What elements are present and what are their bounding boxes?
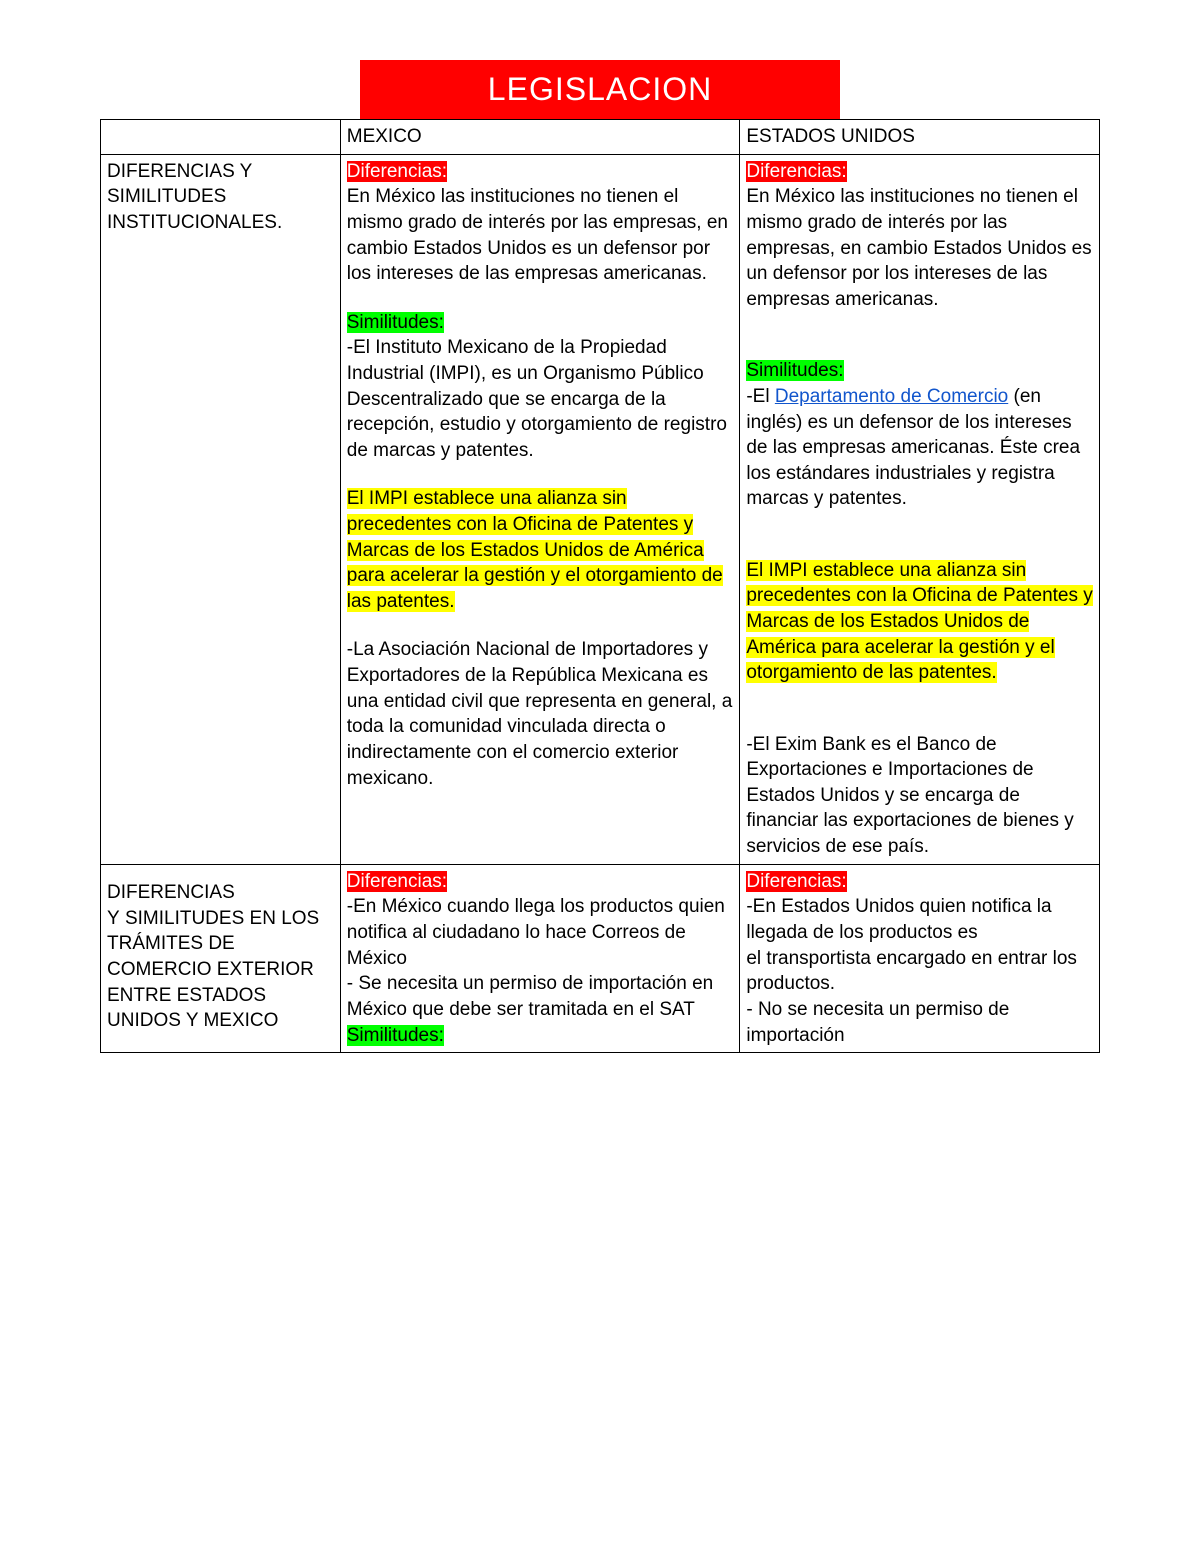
us-diff-text: En México las instituciones no tienen el… bbox=[746, 184, 1093, 312]
row1-mexico-cell: Diferencias: En México las instituciones… bbox=[340, 154, 740, 864]
diferencias-label: Diferencias: bbox=[746, 161, 846, 182]
similitudes-label: Similitudes: bbox=[347, 1025, 444, 1046]
us-sim-p2: -El Exim Bank es el Banco de Exportacion… bbox=[746, 732, 1093, 860]
row2-label: DIFERENCIAS Y SIMILITUDES EN LOS TRÁMITE… bbox=[101, 864, 341, 1052]
diferencias-label: Diferencias: bbox=[347, 871, 447, 892]
mx-diff-text: En México las instituciones no tienen el… bbox=[347, 184, 734, 287]
row2-usa-cell: Diferencias: -En Estados Unidos quien no… bbox=[740, 864, 1100, 1052]
mx2-diff-p2: - Se necesita un permiso de importación … bbox=[347, 971, 734, 1022]
row1-usa-cell: Diferencias: En México las instituciones… bbox=[740, 154, 1100, 864]
diferencias-label: Diferencias: bbox=[746, 871, 846, 892]
us-sim-p1: -El Departamento de Comercio (en inglés)… bbox=[746, 384, 1093, 512]
us-sim-highlight: El IMPI establece una alianza sin preced… bbox=[746, 560, 1092, 684]
similitudes-label: Similitudes: bbox=[746, 360, 843, 381]
table-row: DIFERENCIAS Y SIMILITUDES EN LOS TRÁMITE… bbox=[101, 864, 1100, 1052]
header-usa: ESTADOS UNIDOS bbox=[740, 120, 1100, 155]
mx-sim-p1: -El Instituto Mexicano de la Propiedad I… bbox=[347, 335, 734, 463]
table-row: DIFERENCIAS Y SIMILITUDES INSTITUCIONALE… bbox=[101, 154, 1100, 864]
header-empty bbox=[101, 120, 341, 155]
row2-mexico-cell: Diferencias: -En México cuando llega los… bbox=[340, 864, 740, 1052]
comparison-table: MEXICO ESTADOS UNIDOS DIFERENCIAS Y SIMI… bbox=[100, 119, 1100, 1053]
mx-sim-highlight: El IMPI establece una alianza sin preced… bbox=[347, 488, 723, 612]
table-header-row: MEXICO ESTADOS UNIDOS bbox=[101, 120, 1100, 155]
departamento-comercio-link[interactable]: Departamento de Comercio bbox=[775, 386, 1008, 407]
row1-label: DIFERENCIAS Y SIMILITUDES INSTITUCIONALE… bbox=[101, 154, 341, 864]
diferencias-label: Diferencias: bbox=[347, 161, 447, 182]
page-title: LEGISLACION bbox=[360, 60, 840, 119]
us2-diff-p2: - No se necesita un permiso de importaci… bbox=[746, 997, 1093, 1048]
us-sim-p1-pre: -El bbox=[746, 386, 775, 407]
row2-label-text: DIFERENCIAS Y SIMILITUDES EN LOS TRÁMITE… bbox=[107, 882, 319, 1031]
similitudes-label: Similitudes: bbox=[347, 312, 444, 333]
mx2-diff-p1: -En México cuando llega los productos qu… bbox=[347, 894, 734, 971]
us2-diff-p1: -En Estados Unidos quien notifica la lle… bbox=[746, 894, 1093, 997]
header-mexico: MEXICO bbox=[340, 120, 740, 155]
mx-sim-p2: -La Asociación Nacional de Importadores … bbox=[347, 637, 734, 791]
